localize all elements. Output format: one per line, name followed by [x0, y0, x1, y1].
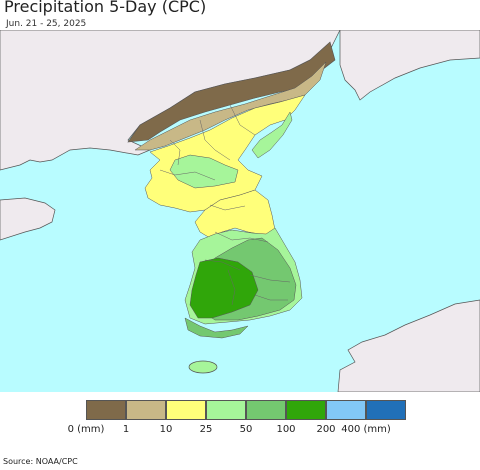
japan-land [337, 299, 480, 392]
legend-tick-5: 100 [276, 424, 296, 435]
jeju-island [188, 360, 218, 374]
legend-swatch-7 [366, 400, 406, 420]
legend-tick-1: 1 [122, 424, 130, 435]
legend-swatch-5 [286, 400, 326, 420]
source-note: Source: NOAA/CPC [3, 457, 78, 466]
date-range: Jun. 21 - 25, 2025 [6, 19, 87, 29]
precipitation-map [0, 30, 480, 392]
legend-swatch-0 [86, 400, 126, 420]
legend-swatch-3 [206, 400, 246, 420]
sk-region-dark-green [189, 257, 259, 319]
legend-swatch-1 [126, 400, 166, 420]
legend-tick-2: 10 [159, 424, 173, 435]
legend-swatch-4 [246, 400, 286, 420]
legend-tick-0: 0 (mm) [67, 424, 105, 435]
legend: 0 (mm) 1 10 25 50 100 200 400 (mm) [0, 392, 480, 448]
sk-region-yellow [194, 189, 276, 239]
sk-south-islands [184, 317, 249, 339]
legend-tick-3: 25 [199, 424, 213, 435]
legend-tick-4: 50 [239, 424, 253, 435]
legend-swatch-6 [326, 400, 366, 420]
nk-region-light-green-east [251, 111, 293, 159]
shandong-land [0, 197, 56, 241]
province-borders [159, 104, 291, 306]
legend-tick-6: 200 [316, 424, 336, 435]
map-title: Precipitation 5-Day (CPC) [4, 0, 207, 16]
russia-land [339, 30, 480, 101]
nk-region-light-green-west [169, 154, 239, 189]
legend-swatch-2 [166, 400, 206, 420]
legend-tick-7: 400 (mm) [341, 424, 391, 435]
